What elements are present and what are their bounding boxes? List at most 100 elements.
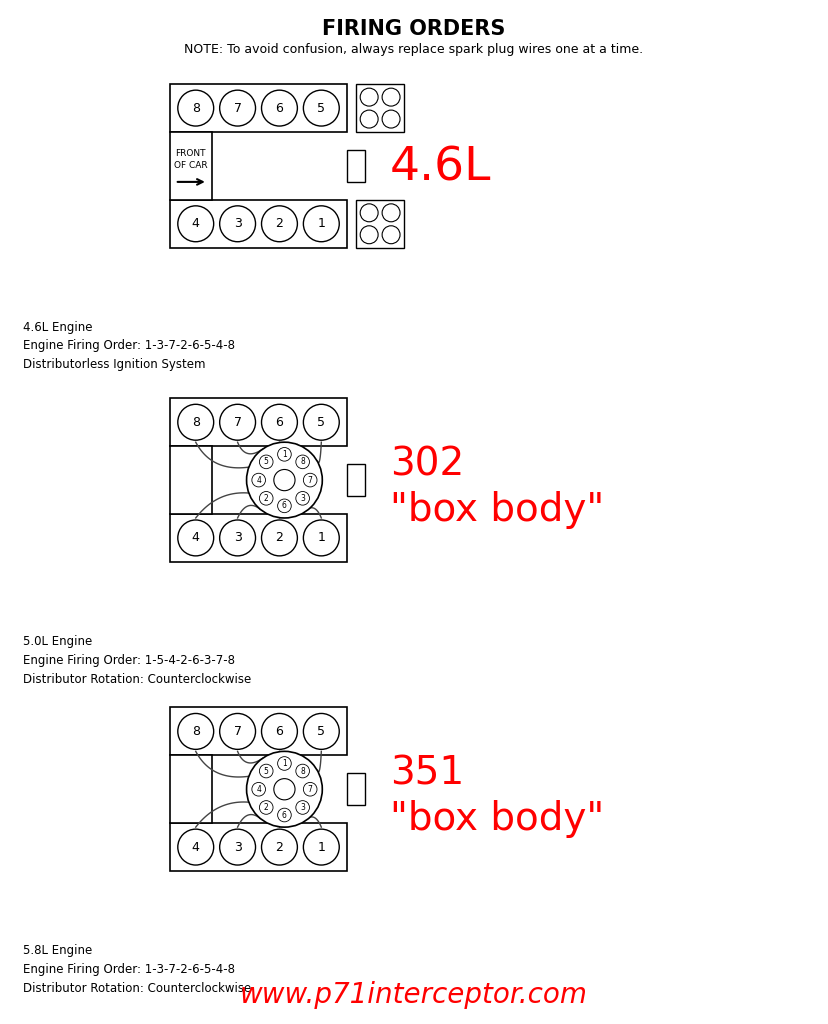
Circle shape	[277, 808, 291, 822]
Circle shape	[273, 778, 295, 800]
Text: 302
"box body": 302 "box body"	[390, 445, 604, 528]
Text: 4: 4	[191, 531, 200, 545]
Text: 6: 6	[282, 811, 286, 819]
Circle shape	[382, 225, 400, 244]
Circle shape	[261, 520, 297, 556]
Text: 7: 7	[233, 101, 241, 115]
Text: 5: 5	[263, 767, 268, 775]
Text: Distributorless Ignition System: Distributorless Ignition System	[23, 358, 205, 372]
FancyBboxPatch shape	[170, 200, 347, 248]
Circle shape	[261, 90, 297, 126]
Text: www.p71interceptor.com: www.p71interceptor.com	[240, 981, 587, 1009]
Circle shape	[261, 404, 297, 440]
Text: 4.6L Engine: 4.6L Engine	[23, 321, 93, 334]
Text: 5: 5	[317, 101, 325, 115]
Text: 6: 6	[282, 502, 286, 510]
Text: 2: 2	[275, 531, 283, 545]
Circle shape	[382, 204, 400, 222]
FancyBboxPatch shape	[356, 200, 403, 248]
Circle shape	[382, 111, 400, 128]
Circle shape	[259, 455, 272, 469]
Text: 6: 6	[275, 725, 283, 738]
Circle shape	[219, 714, 255, 750]
Text: 4: 4	[256, 784, 261, 794]
Circle shape	[219, 520, 255, 556]
Circle shape	[303, 90, 339, 126]
Circle shape	[277, 447, 291, 461]
Text: 1: 1	[282, 759, 286, 768]
Text: 1: 1	[317, 531, 325, 545]
Text: NOTE: To avoid confusion, always replace spark plug wires one at a time.: NOTE: To avoid confusion, always replace…	[184, 43, 643, 56]
Text: 6: 6	[275, 416, 283, 429]
Text: 7: 7	[233, 725, 241, 738]
FancyBboxPatch shape	[170, 708, 347, 756]
Text: 8: 8	[191, 416, 200, 429]
Circle shape	[303, 404, 339, 440]
Circle shape	[359, 111, 378, 128]
FancyBboxPatch shape	[170, 84, 347, 132]
Circle shape	[359, 225, 378, 244]
Text: 1: 1	[317, 217, 325, 230]
Text: FRONT: FRONT	[176, 150, 205, 159]
Text: 5: 5	[317, 725, 325, 738]
Text: 4: 4	[256, 475, 261, 484]
FancyBboxPatch shape	[347, 464, 364, 496]
Circle shape	[303, 473, 316, 486]
Circle shape	[259, 764, 272, 778]
Text: 5.8L Engine: 5.8L Engine	[23, 944, 93, 956]
Text: 5.0L Engine: 5.0L Engine	[23, 635, 93, 647]
Text: Engine Firing Order: 1-3-7-2-6-5-4-8: Engine Firing Order: 1-3-7-2-6-5-4-8	[23, 340, 235, 352]
Circle shape	[177, 206, 214, 242]
Text: 5: 5	[263, 458, 268, 466]
Text: Distributor Rotation: Counterclockwise: Distributor Rotation: Counterclockwise	[23, 673, 251, 685]
Text: 351
"box body": 351 "box body"	[390, 755, 604, 838]
Circle shape	[177, 404, 214, 440]
Text: 8: 8	[191, 101, 200, 115]
Circle shape	[219, 90, 255, 126]
Circle shape	[177, 520, 214, 556]
FancyBboxPatch shape	[347, 773, 364, 805]
FancyBboxPatch shape	[170, 823, 347, 871]
Circle shape	[382, 88, 400, 106]
Circle shape	[252, 473, 265, 486]
Text: 5: 5	[317, 416, 325, 429]
Text: 4: 4	[191, 841, 200, 854]
Circle shape	[246, 442, 322, 518]
Text: 4: 4	[191, 217, 200, 230]
Circle shape	[303, 206, 339, 242]
Text: 3: 3	[233, 531, 241, 545]
Circle shape	[273, 469, 295, 490]
FancyBboxPatch shape	[170, 514, 347, 562]
Text: 2: 2	[263, 803, 268, 812]
Text: FIRING ORDERS: FIRING ORDERS	[322, 19, 505, 39]
Text: OF CAR: OF CAR	[174, 162, 207, 170]
Circle shape	[246, 752, 322, 827]
Circle shape	[261, 206, 297, 242]
Text: 2: 2	[275, 841, 283, 854]
Circle shape	[259, 492, 272, 505]
Circle shape	[296, 801, 309, 814]
Text: 4.6L: 4.6L	[390, 146, 491, 191]
Text: 3: 3	[300, 494, 305, 503]
Circle shape	[296, 455, 309, 469]
Circle shape	[177, 714, 214, 750]
FancyBboxPatch shape	[170, 398, 347, 446]
Circle shape	[252, 782, 265, 796]
Text: 3: 3	[300, 803, 305, 812]
Text: Engine Firing Order: 1-3-7-2-6-5-4-8: Engine Firing Order: 1-3-7-2-6-5-4-8	[23, 963, 235, 976]
Circle shape	[359, 88, 378, 106]
Text: 7: 7	[233, 416, 241, 429]
Circle shape	[219, 404, 255, 440]
Circle shape	[219, 829, 255, 865]
Circle shape	[277, 499, 291, 513]
Circle shape	[296, 764, 309, 778]
Circle shape	[359, 204, 378, 222]
Circle shape	[219, 206, 255, 242]
FancyBboxPatch shape	[356, 84, 403, 132]
Text: Engine Firing Order: 1-5-4-2-6-3-7-8: Engine Firing Order: 1-5-4-2-6-3-7-8	[23, 653, 235, 667]
Text: 1: 1	[317, 841, 325, 854]
FancyBboxPatch shape	[170, 756, 211, 823]
Circle shape	[303, 782, 316, 796]
FancyBboxPatch shape	[170, 132, 211, 200]
Circle shape	[259, 801, 272, 814]
